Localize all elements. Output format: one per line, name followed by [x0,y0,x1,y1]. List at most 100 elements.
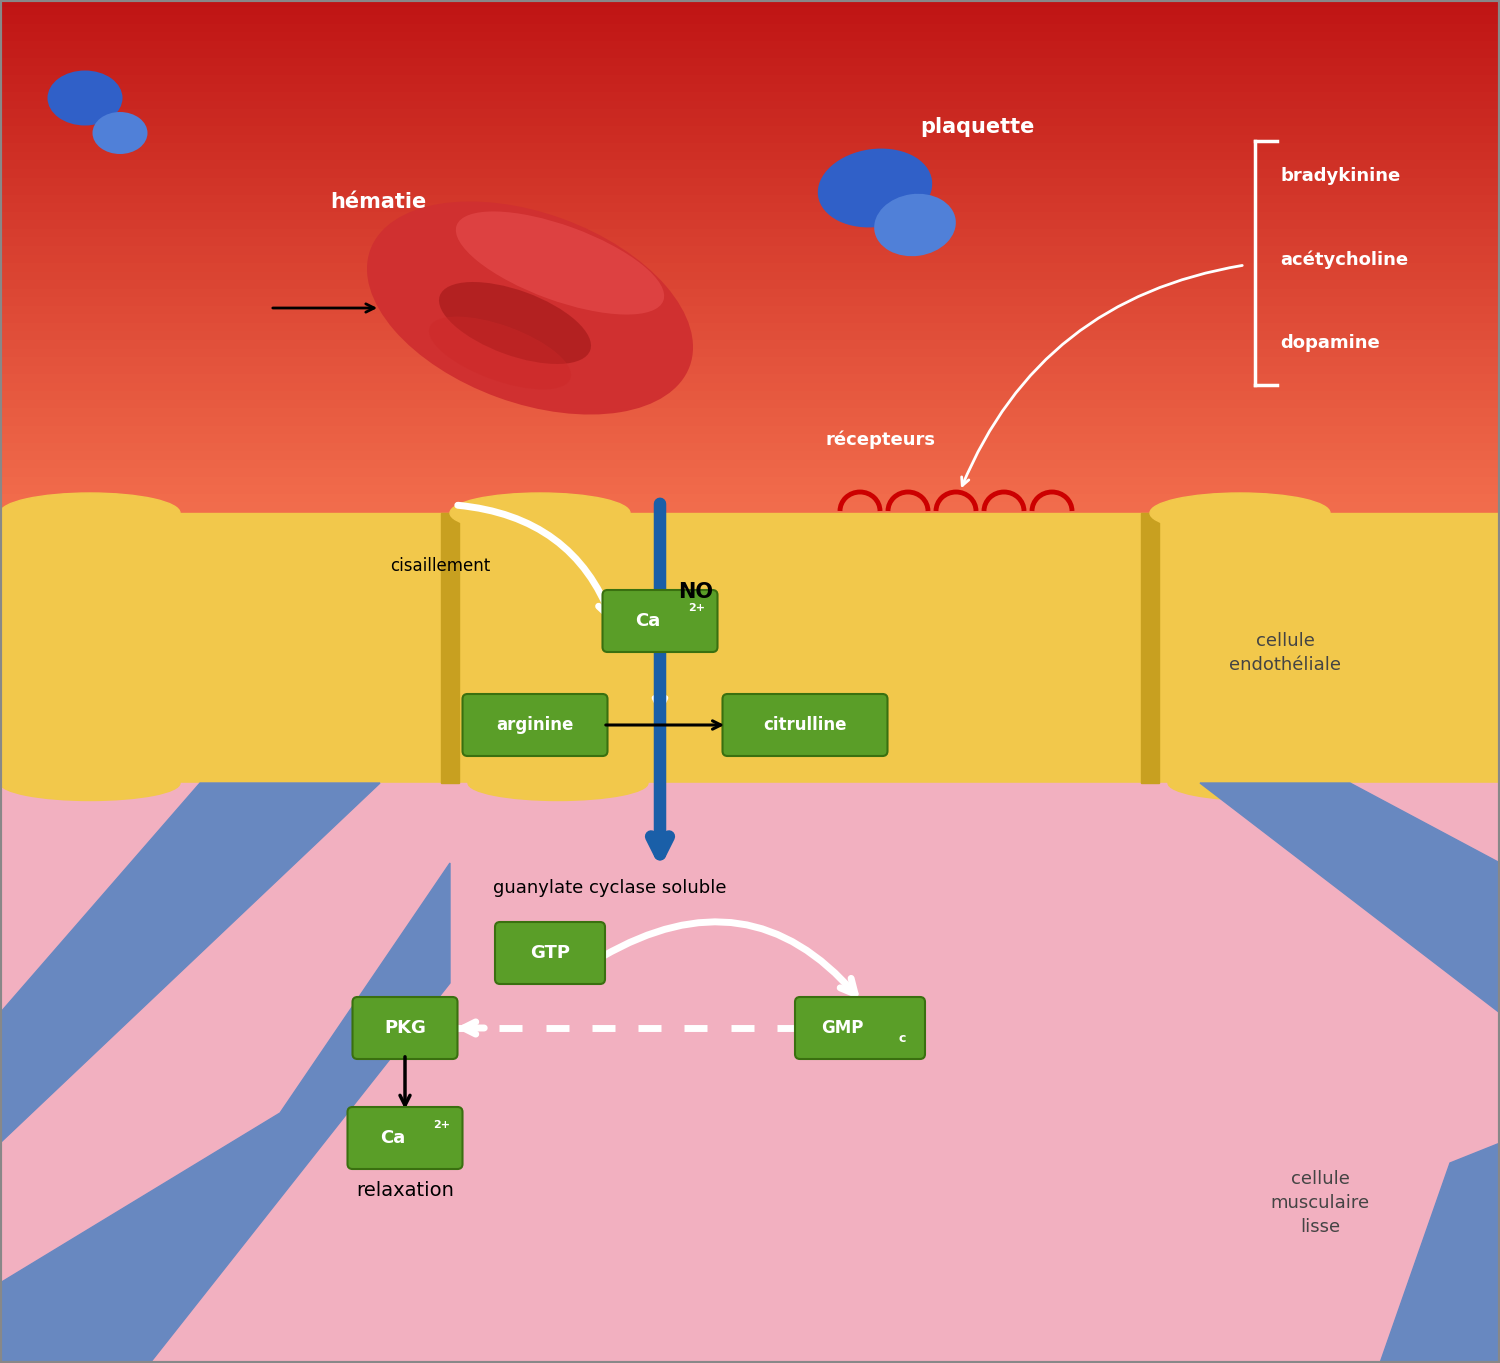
Text: GTP: GTP [530,945,570,962]
Ellipse shape [0,766,180,800]
Bar [0,221,1500,230]
Bar [0,101,1500,112]
Ellipse shape [0,493,180,533]
Text: dopamine: dopamine [1280,334,1380,352]
Bar [0,469,1500,478]
Bar [0,187,1500,196]
Bar [0,493,1500,504]
Text: c: c [898,1033,906,1045]
Bar [0,425,1500,436]
Text: bradykinine: bradykinine [1280,168,1401,185]
FancyBboxPatch shape [462,694,608,756]
Bar [0,245,1500,256]
Bar [0,271,1500,282]
Bar [0,117,1500,128]
Bar [0,93,1500,102]
Bar [0,255,1500,264]
Ellipse shape [450,493,630,533]
Ellipse shape [456,211,664,315]
Bar [0,33,1500,42]
Text: relaxation: relaxation [356,1180,454,1199]
Bar [1142,512,1160,782]
Text: arginine: arginine [496,716,573,735]
Text: GMP: GMP [821,1020,862,1037]
Text: 2+: 2+ [688,602,705,613]
Bar [0,67,1500,76]
Text: guanylate cyclase soluble: guanylate cyclase soluble [494,879,728,897]
Bar [0,782,1500,1363]
Bar [0,23,1500,34]
Bar [0,451,1500,462]
Bar [0,503,1500,512]
Bar [0,263,1500,274]
Text: acétycholine: acétycholine [1280,251,1408,269]
Bar [0,323,1500,334]
FancyBboxPatch shape [495,921,604,984]
Text: Ca: Ca [381,1129,405,1148]
Bar [0,143,1500,154]
Bar [0,7,1500,18]
Text: cellule
endothéliale: cellule endothéliale [1228,632,1341,673]
Bar [0,485,1500,496]
Ellipse shape [440,282,591,364]
Ellipse shape [429,316,572,390]
Bar [0,443,1500,453]
Text: cellule
musculaire
lisse: cellule musculaire lisse [1270,1171,1370,1236]
Bar [0,203,1500,214]
Polygon shape [0,863,450,1363]
Bar [0,161,1500,170]
Bar [0,109,1500,120]
Bar [0,211,1500,222]
Bar [0,375,1500,384]
Polygon shape [0,782,380,1144]
Bar [0,315,1500,324]
Bar [0,49,1500,60]
Ellipse shape [368,202,693,414]
Bar [0,281,1500,290]
FancyBboxPatch shape [603,590,717,652]
Bar [0,127,1500,136]
FancyBboxPatch shape [723,694,888,756]
Bar [0,15,1500,26]
Bar [0,433,1500,444]
Bar [0,169,1500,180]
Bar [0,339,1500,350]
FancyArrowPatch shape [458,506,614,617]
Text: hématie: hématie [330,192,426,213]
Bar [0,57,1500,68]
FancyBboxPatch shape [348,1107,462,1169]
Bar [0,305,1500,316]
Bar [0,349,1500,358]
Bar [0,195,1500,206]
Ellipse shape [1150,493,1330,533]
Bar [0,151,1500,162]
Bar [0,75,1500,86]
Text: cisaillement: cisaillement [390,557,490,575]
FancyBboxPatch shape [352,996,458,1059]
Bar [0,399,1500,410]
Text: PKG: PKG [384,1020,426,1037]
FancyArrowPatch shape [603,921,855,994]
Ellipse shape [93,112,147,154]
Bar [0,365,1500,376]
Bar [0,0,1500,8]
Ellipse shape [468,766,648,800]
Bar [0,135,1500,146]
Text: plaquette: plaquette [920,117,1035,138]
Ellipse shape [818,149,932,228]
Bar [0,409,1500,418]
Bar [0,417,1500,428]
Text: NO: NO [678,582,712,602]
Bar [0,357,1500,368]
Text: Ca: Ca [636,612,660,630]
Bar [0,331,1500,342]
Polygon shape [1200,782,1500,1013]
Ellipse shape [874,194,956,256]
Bar [0,237,1500,248]
Bar [0,83,1500,94]
Bar [441,512,459,782]
Ellipse shape [48,71,123,125]
Text: récepteurs: récepteurs [825,431,934,448]
Bar [0,477,1500,488]
FancyBboxPatch shape [795,996,926,1059]
